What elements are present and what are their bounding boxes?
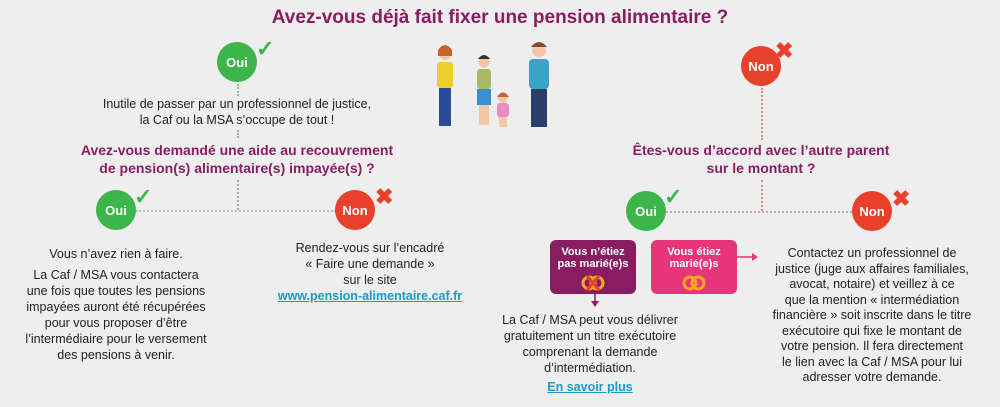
not-married-box[interactable]: Vous n’étiez pas marié(e)s [550, 240, 636, 294]
married-box[interactable]: Vous étiez marié(e)s [651, 240, 737, 294]
agreement-yes-circle[interactable]: Oui [626, 191, 666, 231]
wedding-rings-icon [682, 275, 706, 291]
text-line: que la mention « intermédiation [784, 292, 960, 307]
child-figure [477, 55, 491, 125]
answer-no-circle[interactable]: Non [741, 46, 781, 86]
agreement-no-text: Contactez un professionnel de justice (j… [762, 246, 982, 386]
connector-line [666, 211, 856, 213]
text-line: exécutoire qui fixe le montant de [782, 323, 962, 338]
recovery-yes-circle[interactable]: Oui [96, 190, 136, 230]
text-line: l’intermédiaire pour le versement [25, 332, 207, 346]
box-line: Vous étiez [667, 246, 721, 258]
family-illustration [437, 42, 549, 127]
text-line: avocat, notaire) et veillez à ce [789, 277, 955, 291]
question-line: Êtes-vous d’accord avec l’autre parent [632, 142, 890, 158]
agreement-no-circle[interactable]: Non [852, 191, 892, 231]
cross-icon: ✖ [375, 184, 394, 209]
text-line: sur le site [343, 273, 397, 287]
pension-site-link[interactable]: www.pension-alimentaire.caf.fr [277, 289, 463, 303]
question-recovery: Avez-vous demandé une aide au recouvreme… [77, 141, 397, 177]
question-line: de pension(s) alimentaire(s) impayée(s) … [99, 160, 375, 176]
recovery-yes-text: Vous n’avez rien à faire. La Caf / MSA v… [6, 246, 226, 363]
text-line: pour vous proposer d’être [44, 316, 188, 330]
learn-more-link[interactable]: En savoir plus [547, 380, 633, 394]
text-line: le lien avec la Caf / MSA pour lui [782, 354, 962, 369]
arrow-down-icon [591, 293, 599, 307]
not-married-text: La Caf / MSA peut vous délivrer gratuite… [480, 312, 700, 395]
recovery-no-text: Rendez-vous sur l’encadré « Faire une de… [250, 240, 490, 304]
yes-info-text: Inutile de passer par un professionnel d… [87, 96, 387, 128]
connector-line [237, 130, 239, 138]
box-line: pas marié(e)s [557, 258, 629, 270]
cross-icon: ✖ [892, 186, 911, 211]
box-line: Vous n’étiez [561, 246, 625, 258]
crossed-rings-icon [581, 275, 605, 291]
text-line: La Caf / MSA peut vous délivrer [502, 313, 678, 327]
text-line: justice (juge aux affaires familiales, [775, 261, 969, 276]
text-line: Inutile de passer par un professionnel d… [102, 97, 372, 111]
answer-yes-circle[interactable]: Oui [217, 42, 257, 82]
text-line: adresser votre demande. [802, 370, 942, 384]
page-title: Avez-vous déjà fait fixer une pension al… [271, 7, 729, 28]
text-line: « Faire une demande » [305, 257, 435, 271]
text-line: une fois que toutes les pensions [26, 284, 206, 298]
question-line: Avez-vous demandé une aide au recouvreme… [80, 142, 394, 158]
check-icon: ✓ [256, 36, 275, 61]
text-line: la Caf ou la MSA s’occupe de tout ! [139, 113, 335, 127]
text-line: gratuitement un titre exécutoire [503, 329, 677, 343]
text-line: Rendez-vous sur l’encadré [295, 241, 445, 255]
question-agreement: Êtes-vous d’accord avec l’autre parent s… [601, 141, 921, 177]
question-line: sur le montant ? [706, 160, 816, 176]
text-line: comprenant la demande [522, 345, 658, 359]
little-girl-figure [497, 92, 509, 127]
text-line: votre pension. Il fera directement [780, 339, 964, 353]
text-line: des pensions à venir. [57, 348, 175, 362]
cross-icon: ✖ [775, 38, 794, 63]
text-line: d’intermédiation. [544, 361, 636, 375]
mother-figure [437, 45, 453, 126]
father-figure [529, 42, 549, 127]
arrow-right-icon [737, 253, 758, 261]
check-icon: ✓ [664, 184, 683, 209]
text-line: impayées auront été récupérées [26, 300, 206, 314]
text-title: Vous n’avez rien à faire. [49, 247, 183, 261]
connector-line [761, 180, 763, 211]
box-line: marié(e)s [669, 258, 719, 270]
text-line: financière » soit inscrite dans le titre [772, 308, 972, 322]
check-icon: ✓ [134, 184, 153, 209]
text-line: La Caf / MSA vous contactera [33, 268, 199, 282]
text-line: Contactez un professionnel de [787, 246, 957, 260]
connector-line [237, 180, 239, 210]
recovery-no-circle[interactable]: Non [335, 190, 375, 230]
connector-line [761, 88, 763, 140]
connector-line [237, 84, 239, 96]
connector-line [136, 210, 336, 212]
